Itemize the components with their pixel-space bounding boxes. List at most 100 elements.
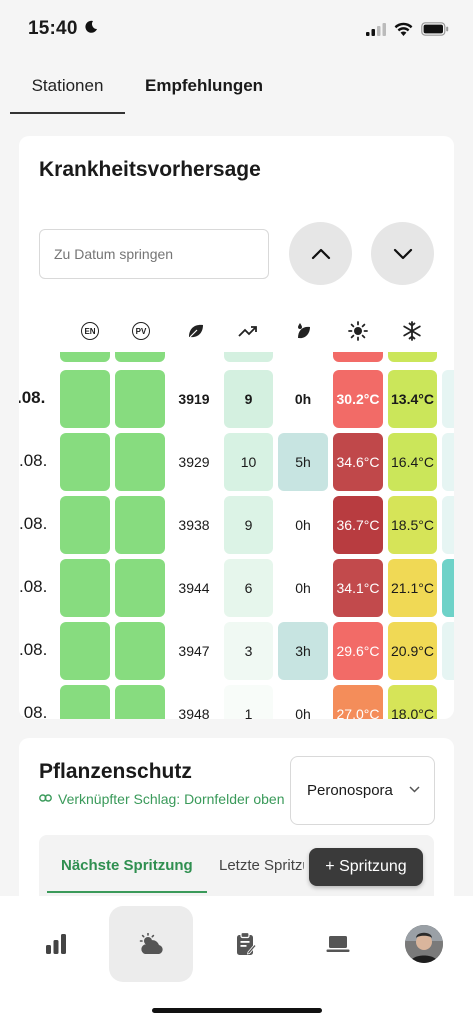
- tmin-cell: 20.9°C: [388, 622, 437, 680]
- pv-cell: [115, 622, 165, 680]
- table-row[interactable]: .08. 3919 9 0h 30.2°C 13.4°C: [19, 370, 454, 430]
- pv-column-icon: PV: [126, 316, 156, 346]
- column-header-icons: EN PV: [19, 316, 454, 346]
- wifi-icon: [394, 22, 413, 36]
- table-row[interactable]: .08. 3938 9 0h 36.7°C 18.5°C: [19, 496, 454, 556]
- bottom-nav: [0, 896, 473, 1024]
- disease-select-value: Peronospora: [307, 782, 393, 799]
- count-cell: 3938: [178, 517, 210, 533]
- nav-profile[interactable]: [382, 906, 466, 982]
- chevron-up-icon: [311, 248, 330, 259]
- en-cell: [60, 685, 110, 719]
- plant-protection-card: Pflanzenschutz Verknüpfter Schlag: Dornf…: [19, 738, 454, 915]
- linked-field-link[interactable]: Verknüpfter Schlag: Dornfelder oben: [39, 790, 289, 809]
- tab-last-spray[interactable]: Letzte Spritzung: [219, 857, 304, 874]
- pv-cell: [115, 685, 165, 719]
- plant-protection-title: Pflanzenschutz: [39, 760, 192, 783]
- bar-chart-icon: [46, 934, 66, 954]
- wet-cell: 5h: [278, 433, 328, 491]
- active-tab-indicator: [47, 891, 207, 893]
- trend-cell: 6: [224, 559, 273, 617]
- laptop-icon: [326, 936, 350, 952]
- forecast-grid: .08. 3919 9 0h 30.2°C 13.4°C .08. 3929 1…: [19, 352, 454, 719]
- table-row: [19, 352, 454, 364]
- table-row[interactable]: .08. 3929 10 5h 34.6°C 16.4°C: [19, 433, 454, 493]
- trend-cell: 3: [224, 622, 273, 680]
- wet-cell: 0h: [295, 706, 311, 719]
- home-indicator: [152, 1008, 322, 1013]
- scroll-up-button[interactable]: [289, 222, 352, 285]
- nav-notes[interactable]: [204, 906, 288, 982]
- count-cell: 3929: [178, 454, 210, 470]
- weather-icon: [139, 933, 163, 954]
- trend-cell: 9: [224, 496, 273, 554]
- trend-cell: 9: [224, 370, 273, 428]
- nav-weather[interactable]: [109, 906, 193, 982]
- pv-cell: [115, 433, 165, 491]
- tab-empfehlungen[interactable]: Empfehlungen: [145, 76, 264, 95]
- avatar: [405, 925, 443, 963]
- row-date: .08.: [19, 577, 48, 596]
- tmax-cell: 36.7°C: [333, 496, 383, 554]
- en-cell: [60, 433, 110, 491]
- wet-cell: 0h: [295, 517, 311, 533]
- en-cell: [60, 370, 110, 428]
- top-tabs: Stationen Empfehlungen: [10, 62, 281, 114]
- signal-icon: [366, 22, 386, 36]
- trend-cell: 10: [224, 433, 273, 491]
- snowflake-icon: [397, 316, 427, 346]
- tab-next-spray[interactable]: Nächste Spritzung: [61, 857, 193, 874]
- wet-cell: 3h: [278, 622, 328, 680]
- row-date: .08.: [19, 451, 48, 470]
- disease-select[interactable]: Peronospora: [290, 756, 435, 825]
- status-time: 15:40: [28, 18, 78, 39]
- tmax-cell: 27.0°C: [333, 685, 383, 719]
- count-cell: 3947: [178, 643, 210, 659]
- nav-stats[interactable]: [14, 906, 98, 982]
- tmax-cell: 34.6°C: [333, 433, 383, 491]
- row-date: .08.: [19, 514, 48, 533]
- moon-icon: [85, 20, 97, 33]
- tmax-cell: 29.6°C: [333, 622, 383, 680]
- add-spray-button[interactable]: + Spritzung: [309, 848, 423, 886]
- table-row[interactable]: .08. 3944 6 0h 34.1°C 21.1°C: [19, 559, 454, 619]
- linked-field-label: Verknüpfter Schlag: Dornfelder oben: [58, 791, 285, 807]
- en-column-icon: EN: [75, 316, 105, 346]
- row-date: .08.: [19, 640, 48, 659]
- chevron-down-icon: [409, 786, 420, 793]
- trend-cell: 1: [224, 685, 273, 719]
- tmin-cell: 16.4°C: [388, 433, 437, 491]
- chevron-down-icon: [393, 248, 412, 259]
- status-bar: 15:40: [0, 0, 473, 56]
- row-date: .08.: [19, 703, 48, 719]
- forecast-title: Krankheitsvorhersage: [39, 158, 261, 181]
- leaf-drop-icon: [289, 316, 319, 346]
- tmin-cell: 18.0°C: [388, 685, 437, 719]
- trend-up-icon: [233, 316, 263, 346]
- pv-cell: [115, 370, 165, 428]
- en-cell: [60, 559, 110, 617]
- wet-cell: 0h: [295, 580, 311, 596]
- sun-icon: [343, 316, 373, 346]
- nav-device[interactable]: [296, 906, 380, 982]
- pv-cell: [115, 496, 165, 554]
- en-cell: [60, 496, 110, 554]
- date-jump-input[interactable]: [39, 229, 269, 279]
- tmax-cell: 34.1°C: [333, 559, 383, 617]
- count-cell: 3948: [178, 706, 210, 719]
- tmin-cell: 13.4°C: [388, 370, 437, 428]
- count-cell: 3944: [178, 580, 210, 596]
- link-icon: [39, 794, 52, 802]
- tmin-cell: 18.5°C: [388, 496, 437, 554]
- table-row[interactable]: .08. 3948 1 0h 27.0°C 18.0°C: [19, 685, 454, 719]
- tmax-cell: 30.2°C: [333, 370, 383, 428]
- leaf-icon: [181, 316, 211, 346]
- clipboard-edit-icon: [237, 932, 256, 955]
- scroll-down-button[interactable]: [371, 222, 434, 285]
- pv-cell: [115, 559, 165, 617]
- en-cell: [60, 622, 110, 680]
- forecast-card: Krankheitsvorhersage EN PV: [19, 136, 454, 719]
- tab-stationen[interactable]: Stationen: [10, 62, 125, 114]
- tmin-cell: 21.1°C: [388, 559, 437, 617]
- table-row[interactable]: .08. 3947 3 3h 29.6°C 20.9°C: [19, 622, 454, 682]
